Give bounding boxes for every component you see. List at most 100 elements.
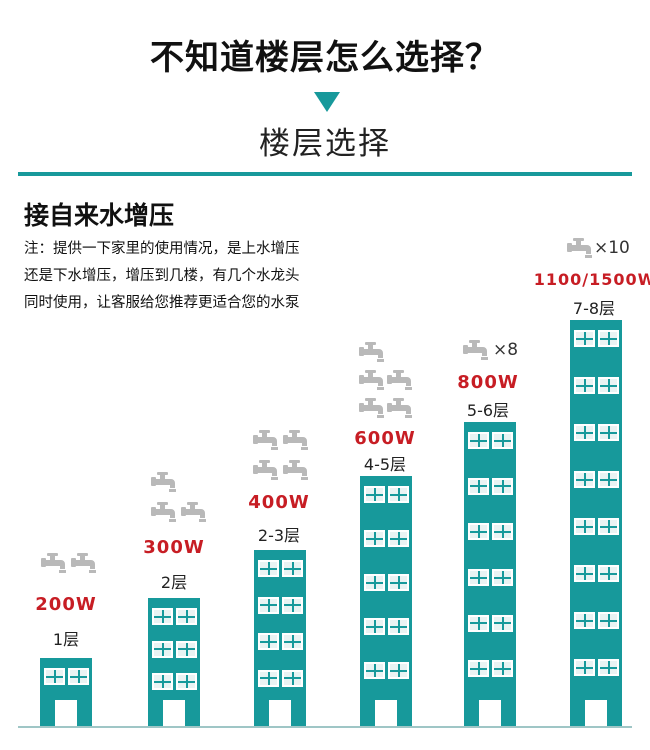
window: [574, 518, 595, 535]
faucet-icon: [463, 340, 488, 360]
note-line: 还是下水增压，增压到几楼，有几个水龙头: [24, 268, 300, 284]
window: [388, 574, 409, 591]
window: [598, 518, 619, 535]
window: [468, 432, 489, 449]
window: [176, 608, 197, 625]
window: [598, 424, 619, 441]
usage-note: 注：提供一下家里的使用情况，是上水增压 还是下水增压，增压到几楼，有几个水龙头 …: [24, 236, 404, 317]
faucet-icon: [41, 553, 66, 573]
door: [479, 700, 501, 726]
window: [574, 471, 595, 488]
power-label-tier-4: 600W: [354, 428, 416, 449]
building-tier-3: [254, 550, 306, 726]
faucet-icon: [151, 472, 176, 492]
power-label-tier-1: 200W: [35, 594, 97, 615]
window: [364, 530, 385, 547]
section-heading: 接自来水增压: [24, 201, 175, 230]
window: [282, 669, 303, 687]
faucet-icon: [359, 342, 384, 362]
window: [574, 659, 595, 676]
window: [598, 377, 619, 394]
building-tier-5: [464, 422, 516, 726]
window: [176, 640, 197, 658]
faucet-icon: [181, 502, 206, 522]
window: [388, 486, 409, 503]
window: [364, 574, 385, 591]
window: [258, 669, 279, 687]
window: [468, 614, 489, 632]
window: [574, 330, 595, 347]
window: [492, 477, 513, 495]
window: [574, 424, 595, 441]
door: [375, 700, 397, 726]
door: [163, 700, 185, 726]
window: [388, 530, 409, 547]
window: [492, 432, 513, 449]
window: [598, 659, 619, 676]
window: [176, 673, 197, 691]
power-label-tier-5: 800W: [457, 372, 519, 393]
faucet-icon: [71, 553, 96, 573]
ground-line: [18, 726, 632, 728]
faucet-icon: [151, 502, 176, 522]
floor-label-tier-3: 2-3层: [257, 526, 301, 545]
window: [492, 660, 513, 678]
floor-label-tier-6: 7-8层: [572, 299, 616, 318]
section-subtitle: 楼层选择: [259, 126, 391, 162]
door: [585, 700, 607, 726]
faucet-icon: [387, 398, 412, 418]
tap-count-tier-5: ×8: [493, 340, 519, 360]
window: [388, 662, 409, 679]
faucet-icon: [387, 370, 412, 390]
building-tier-2: [148, 598, 200, 726]
triangle-down-icon: [314, 92, 340, 112]
floor-label-tier-1: 1层: [52, 630, 80, 649]
power-label-tier-3: 400W: [248, 492, 310, 513]
window: [258, 596, 279, 614]
window: [574, 565, 595, 582]
building-tier-6: [570, 320, 622, 726]
window: [574, 377, 595, 394]
note-line: 同时使用，让客服给您推荐更适合您的水泵: [24, 295, 300, 311]
window: [598, 471, 619, 488]
faucet-icon: [567, 238, 592, 258]
note-line: 注：提供一下家里的使用情况，是上水增压: [24, 241, 300, 257]
divider: [18, 172, 632, 176]
window: [282, 560, 303, 577]
window: [68, 668, 89, 685]
tap-count-tier-6: ×10: [594, 238, 630, 258]
window: [468, 660, 489, 678]
door: [269, 700, 291, 726]
window: [492, 523, 513, 541]
window: [598, 565, 619, 582]
window: [258, 560, 279, 577]
faucet-icon: [359, 370, 384, 390]
power-label-tier-2: 300W: [143, 537, 205, 558]
window: [598, 330, 619, 347]
window: [492, 614, 513, 632]
floor-label-tier-4: 4-5层: [363, 455, 407, 474]
building-tier-1: [40, 658, 92, 726]
window: [258, 633, 279, 650]
faucet-icon: [283, 430, 308, 450]
window: [364, 662, 385, 679]
faucet-icon: [253, 430, 278, 450]
window: [468, 523, 489, 541]
window: [152, 640, 173, 658]
window: [492, 569, 513, 586]
window: [152, 673, 173, 691]
building-tier-4: [360, 476, 412, 726]
window: [468, 477, 489, 495]
faucet-icon: [253, 460, 278, 480]
window: [598, 612, 619, 629]
faucet-icon: [283, 460, 308, 480]
window: [152, 608, 173, 625]
window: [468, 569, 489, 586]
floor-label-tier-2: 2层: [160, 573, 188, 592]
window: [364, 486, 385, 503]
window: [574, 612, 595, 629]
door: [55, 700, 77, 726]
floor-label-tier-5: 5-6层: [466, 401, 510, 420]
window: [282, 633, 303, 650]
window: [364, 618, 385, 635]
